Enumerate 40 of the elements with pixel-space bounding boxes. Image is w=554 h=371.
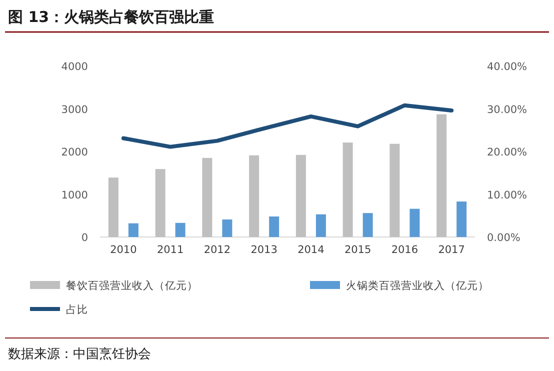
bar	[390, 144, 400, 237]
y2-tick-label: 10.00%	[487, 189, 528, 202]
x-tick-label: 2015	[344, 244, 372, 256]
bar	[296, 154, 306, 237]
bar	[269, 216, 280, 237]
x-tick-label: 2017	[438, 244, 465, 256]
bar	[128, 223, 138, 237]
y2-tick-label: 20.00%	[487, 146, 528, 158]
bar	[456, 202, 467, 237]
line-series	[121, 103, 454, 149]
bar	[108, 178, 118, 237]
bar	[222, 219, 232, 237]
bar	[410, 208, 420, 237]
bar	[436, 114, 447, 237]
x-tick-label: 2012	[204, 244, 231, 256]
bar	[316, 214, 326, 237]
y2-tick-label: 0.00%	[487, 232, 520, 244]
chart-title: 图 13：火锅类占餐饮百强比重	[8, 8, 214, 26]
legend-label: 火锅类百强营业收入（亿元）	[346, 279, 489, 292]
y-tick-label: 2000	[61, 146, 88, 158]
y-tick-label: 3000	[61, 104, 88, 116]
x-tick-label: 2016	[391, 244, 418, 256]
bar	[175, 222, 186, 237]
legend-label: 占比	[66, 303, 88, 316]
x-tick-label: 2011	[156, 244, 184, 256]
bar	[155, 169, 166, 237]
y-tick-label: 4000	[61, 61, 88, 73]
bar	[202, 158, 212, 237]
y2-tick-label: 30.00%	[487, 104, 528, 116]
x-tick-label: 2013	[250, 244, 278, 256]
x-tick-label: 2014	[298, 244, 325, 256]
legend-label: 餐饮百强营业收入（亿元）	[66, 279, 198, 292]
bar	[249, 155, 260, 237]
y-tick-label: 1000	[61, 189, 88, 202]
y-tick-label: 0	[81, 232, 88, 244]
x-tick-label: 2010	[110, 244, 137, 256]
source-note: 数据来源：中国烹饪协会	[8, 346, 151, 362]
bar	[362, 213, 373, 237]
y2-tick-label: 40.00%	[487, 61, 528, 73]
bar	[342, 142, 353, 237]
